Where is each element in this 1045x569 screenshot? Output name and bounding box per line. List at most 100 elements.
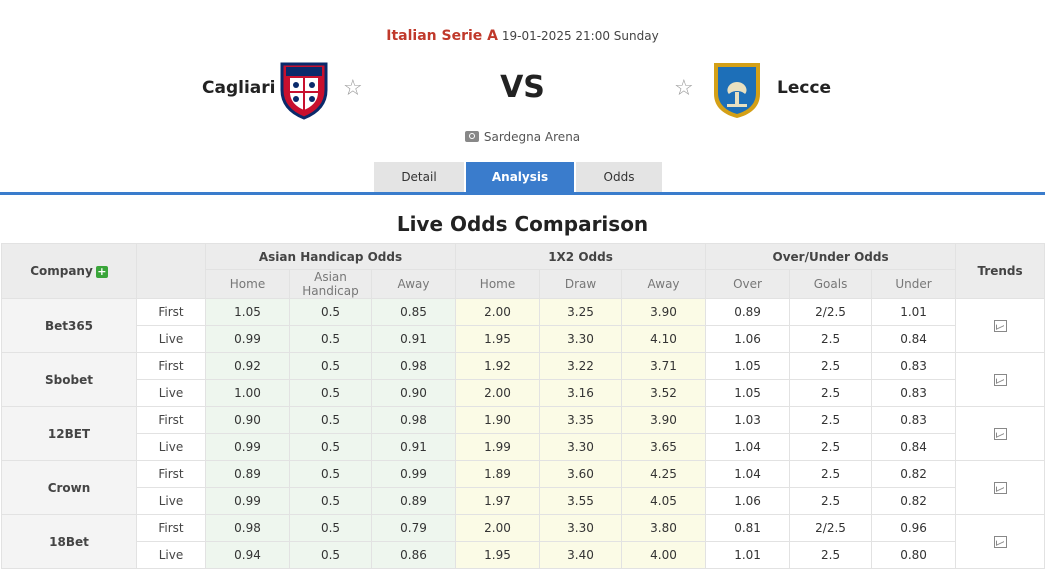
odds-cell[interactable]: 3.22 [539,352,623,380]
odds-cell[interactable]: 4.25 [621,460,707,488]
odds-cell[interactable]: 3.16 [539,379,623,407]
odds-cell[interactable]: 0.98 [370,406,457,434]
odds-cell[interactable]: 0.89 [705,298,791,326]
tab-analysis[interactable]: Analysis [466,162,574,192]
odds-cell[interactable]: 3.30 [539,325,623,353]
odds-cell[interactable]: 1.95 [455,325,541,353]
tab-detail[interactable]: Detail [374,162,464,192]
odds-cell[interactable]: 0.94 [205,541,290,569]
odds-cell[interactable]: 2/2.5 [789,298,873,326]
odds-cell[interactable]: 3.90 [621,406,707,434]
odds-cell[interactable]: 0.5 [289,514,372,542]
company-name[interactable]: 18Bet [1,514,137,569]
odds-cell[interactable]: 3.80 [621,514,707,542]
away-team-name[interactable]: Lecce [777,78,832,98]
odds-cell[interactable]: 1.04 [705,433,791,461]
odds-cell[interactable]: 3.90 [621,298,707,326]
odds-cell[interactable]: 0.89 [205,460,290,488]
odds-cell[interactable]: 0.82 [871,460,957,488]
odds-cell[interactable]: 0.92 [205,352,290,380]
home-team-name[interactable]: Cagliari [202,78,276,98]
odds-cell[interactable]: 3.71 [621,352,707,380]
odds-cell[interactable]: 0.81 [705,514,791,542]
away-favorite-star-icon[interactable]: ☆ [674,76,694,101]
odds-cell[interactable]: 0.5 [289,298,372,326]
odds-cell[interactable]: 2.5 [789,352,873,380]
odds-cell[interactable]: 3.52 [621,379,707,407]
odds-cell[interactable]: 1.06 [705,487,791,515]
odds-cell[interactable]: 1.89 [455,460,541,488]
odds-cell[interactable]: 0.5 [289,541,372,569]
tab-odds[interactable]: Odds [576,162,662,192]
company-name[interactable]: 12BET [1,406,137,461]
chart-line-icon[interactable] [993,319,1007,332]
odds-cell[interactable]: 0.91 [370,325,457,353]
odds-cell[interactable]: 0.5 [289,460,372,488]
chart-line-icon[interactable] [993,373,1007,386]
odds-cell[interactable]: 1.06 [705,325,791,353]
odds-cell[interactable]: 3.30 [539,514,623,542]
company-name[interactable]: Crown [1,460,137,515]
odds-cell[interactable]: 0.82 [871,487,957,515]
odds-cell[interactable]: 0.86 [370,541,457,569]
odds-cell[interactable]: 0.79 [370,514,457,542]
odds-cell[interactable]: 0.5 [289,325,372,353]
odds-cell[interactable]: 1.01 [871,298,957,326]
odds-cell[interactable]: 0.80 [871,541,957,569]
odds-cell[interactable]: 0.96 [871,514,957,542]
odds-cell[interactable]: 1.05 [705,352,791,380]
odds-cell[interactable]: 0.99 [205,325,290,353]
odds-cell[interactable]: 4.05 [621,487,707,515]
odds-cell[interactable]: 1.00 [205,379,290,407]
odds-cell[interactable]: 2.5 [789,487,873,515]
odds-cell[interactable]: 1.05 [205,298,290,326]
odds-cell[interactable]: 4.00 [621,541,707,569]
odds-cell[interactable]: 0.99 [205,433,290,461]
odds-cell[interactable]: 0.91 [370,433,457,461]
odds-cell[interactable]: 0.98 [205,514,290,542]
odds-cell[interactable]: 3.55 [539,487,623,515]
chart-line-icon[interactable] [993,535,1007,548]
odds-cell[interactable]: 0.5 [289,406,372,434]
odds-cell[interactable]: 0.84 [871,325,957,353]
odds-cell[interactable]: 1.92 [455,352,541,380]
odds-cell[interactable]: 2/2.5 [789,514,873,542]
odds-cell[interactable]: 2.5 [789,325,873,353]
odds-cell[interactable]: 0.99 [370,460,457,488]
chart-line-icon[interactable] [993,481,1007,494]
odds-cell[interactable]: 4.10 [621,325,707,353]
odds-cell[interactable]: 1.01 [705,541,791,569]
odds-cell[interactable]: 1.03 [705,406,791,434]
odds-cell[interactable]: 0.90 [370,379,457,407]
odds-cell[interactable]: 0.83 [871,406,957,434]
odds-cell[interactable]: 1.05 [705,379,791,407]
chart-line-icon[interactable] [993,427,1007,440]
odds-cell[interactable]: 3.30 [539,433,623,461]
odds-cell[interactable]: 0.83 [871,379,957,407]
odds-cell[interactable]: 0.5 [289,379,372,407]
odds-cell[interactable]: 2.00 [455,379,541,407]
odds-cell[interactable]: 3.25 [539,298,623,326]
league-name[interactable]: Italian Serie A [386,28,499,44]
odds-cell[interactable]: 2.5 [789,541,873,569]
odds-cell[interactable]: 0.90 [205,406,290,434]
odds-cell[interactable]: 2.5 [789,460,873,488]
odds-cell[interactable]: 3.40 [539,541,623,569]
home-favorite-star-icon[interactable]: ☆ [343,76,363,101]
add-company-plus-icon[interactable]: + [95,265,108,278]
odds-cell[interactable]: 3.65 [621,433,707,461]
odds-cell[interactable]: 0.99 [205,487,290,515]
company-name[interactable]: Bet365 [1,298,137,353]
odds-cell[interactable]: 2.00 [455,298,541,326]
odds-cell[interactable]: 1.99 [455,433,541,461]
odds-cell[interactable]: 0.98 [370,352,457,380]
odds-cell[interactable]: 2.5 [789,379,873,407]
odds-cell[interactable]: 0.84 [871,433,957,461]
odds-cell[interactable]: 2.5 [789,433,873,461]
odds-cell[interactable]: 0.85 [370,298,457,326]
odds-cell[interactable]: 0.89 [370,487,457,515]
odds-cell[interactable]: 0.5 [289,487,372,515]
odds-cell[interactable]: 1.95 [455,541,541,569]
odds-cell[interactable]: 1.90 [455,406,541,434]
company-name[interactable]: Sbobet [1,352,137,407]
